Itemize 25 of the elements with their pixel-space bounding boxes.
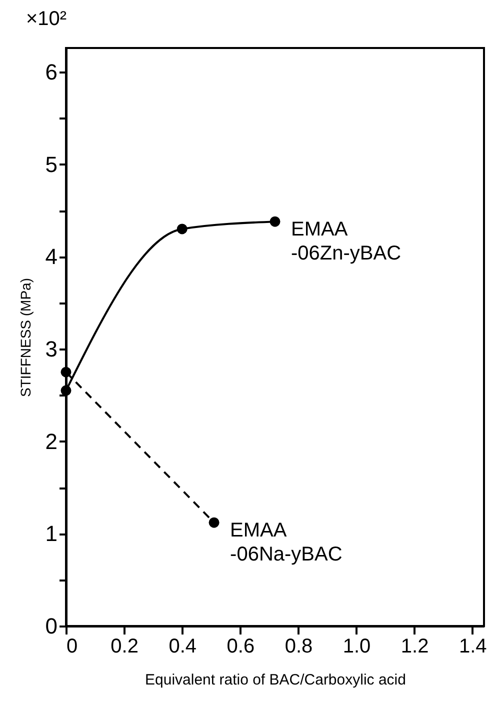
y-tick-label: 1 [45,521,58,546]
x-tick-label: 0.2 [110,636,138,658]
y-tick-label: 5 [45,152,58,177]
x-tick-label: 0.6 [226,636,255,658]
y-axis-title: STIFFNESS (MPa) [17,278,34,398]
y-tick-label: 4 [45,244,58,270]
y-tick-label: 0 [45,614,58,638]
x-tick-label: 1.2 [400,636,429,658]
series-label: EMAA -06Na-yBAC [230,520,342,566]
point [270,216,280,227]
y-tick-label: 2 [45,428,58,454]
x-tick-label: 1.0 [342,636,371,658]
point [208,517,220,528]
x-tick-label: 1.4 [458,636,487,658]
point [60,366,72,378]
x-tick-label: 0.4 [168,636,197,658]
x-axis-title: Equivalent ratio of BAC/Carboxylic acid [145,672,406,688]
y-tick-label: 3 [45,336,58,362]
point [176,224,188,234]
y-tick-label: 6 [45,60,58,85]
x-tick-label: 0.8 [284,636,313,658]
text: ×10² [26,8,67,31]
series-label: EMAA -06Zn-yBAC [291,218,402,265]
point [60,385,72,396]
x-tick-label: 0 [66,636,78,658]
